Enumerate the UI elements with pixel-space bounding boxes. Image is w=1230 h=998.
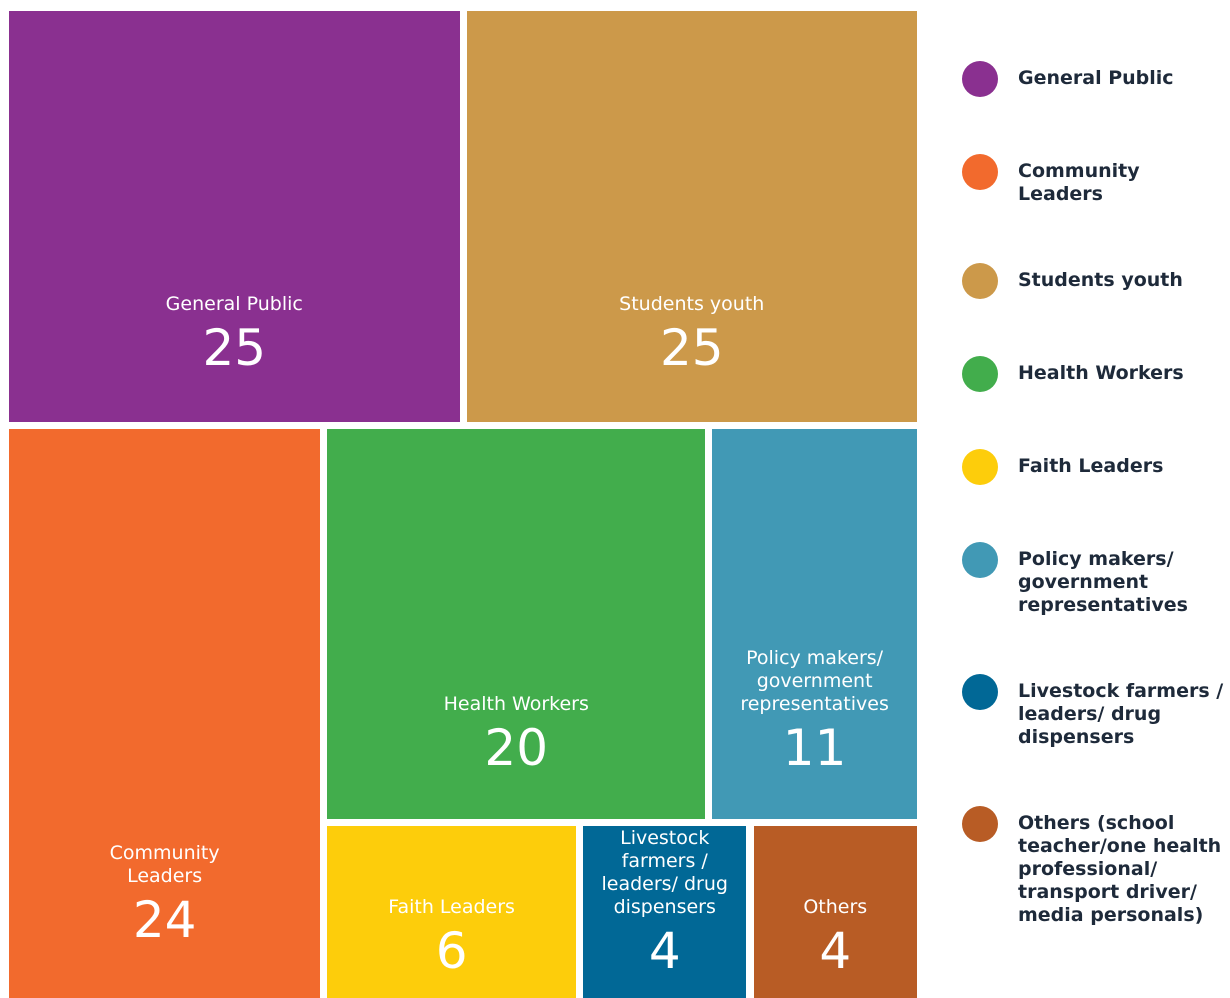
legend-dot — [962, 449, 998, 485]
legend-item: Livestock farmers / leaders/ drug dispen… — [962, 674, 1230, 749]
legend-item: Others (school teacher/one health profes… — [962, 806, 1230, 927]
tile: Livestock farmers / leaders/ drug dispen… — [583, 825, 747, 998]
legend-item: Policy makers/ government representative… — [962, 542, 1230, 617]
legend-item: Faith Leaders — [962, 449, 1230, 485]
legend-dot — [962, 263, 998, 299]
legend-item: General Public — [962, 61, 1230, 97]
tile: Health Workers 20 — [327, 428, 706, 819]
tile-label: Policy makers/ government representative… — [740, 646, 889, 715]
legend: General Public Community Leaders Students … — [962, 61, 1230, 990]
tile-label: Health Workers — [443, 692, 589, 715]
tile-value: 24 — [132, 890, 197, 949]
tile-label: General Public — [165, 293, 303, 316]
legend-dot — [962, 154, 998, 190]
tile-value: 20 — [484, 718, 549, 777]
tile: Others 4 — [753, 825, 917, 998]
legend-label: Livestock farmers / leaders/ drug dispen… — [1018, 680, 1224, 748]
tile: Community Leaders 24 — [9, 428, 321, 998]
tile-value: 4 — [819, 922, 852, 981]
tile-value: 4 — [648, 922, 681, 981]
legend-item: Community Leaders — [962, 154, 1230, 206]
legend-dot — [962, 356, 998, 392]
tile: Faith Leaders 6 — [327, 825, 576, 998]
tile: Students youth 25 — [466, 11, 917, 422]
tile-value: 25 — [659, 319, 724, 378]
legend-label: Others (school teacher/one health profes… — [1018, 812, 1222, 926]
tile-label: Students youth — [619, 293, 765, 316]
legend-dot — [962, 674, 998, 710]
legend-item: Students youth — [962, 263, 1230, 299]
tile-label: Faith Leaders — [388, 896, 515, 919]
legend-label: Community Leaders — [1018, 160, 1140, 205]
legend-label: Policy makers/ government representative… — [1018, 548, 1188, 616]
legend-dot — [962, 542, 998, 578]
tile-value: 25 — [202, 319, 267, 378]
tile-label: Community Leaders — [109, 841, 220, 887]
tile-label: Others — [803, 896, 868, 919]
tile-value: 6 — [435, 922, 468, 981]
legend-label: General Public — [1018, 67, 1174, 89]
legend-label: Health Workers — [1018, 362, 1184, 384]
tile: Policy makers/ government representative… — [712, 428, 917, 819]
legend-dot — [962, 806, 998, 842]
tile: General Public 25 — [9, 11, 460, 422]
legend-label: Faith Leaders — [1018, 455, 1164, 477]
legend-label: Students youth — [1018, 269, 1183, 291]
tile-label: Livestock farmers / leaders/ drug dispen… — [601, 827, 728, 919]
legend-item: Health Workers — [962, 356, 1230, 392]
tile-value: 11 — [782, 718, 847, 777]
legend-dot — [962, 61, 998, 97]
